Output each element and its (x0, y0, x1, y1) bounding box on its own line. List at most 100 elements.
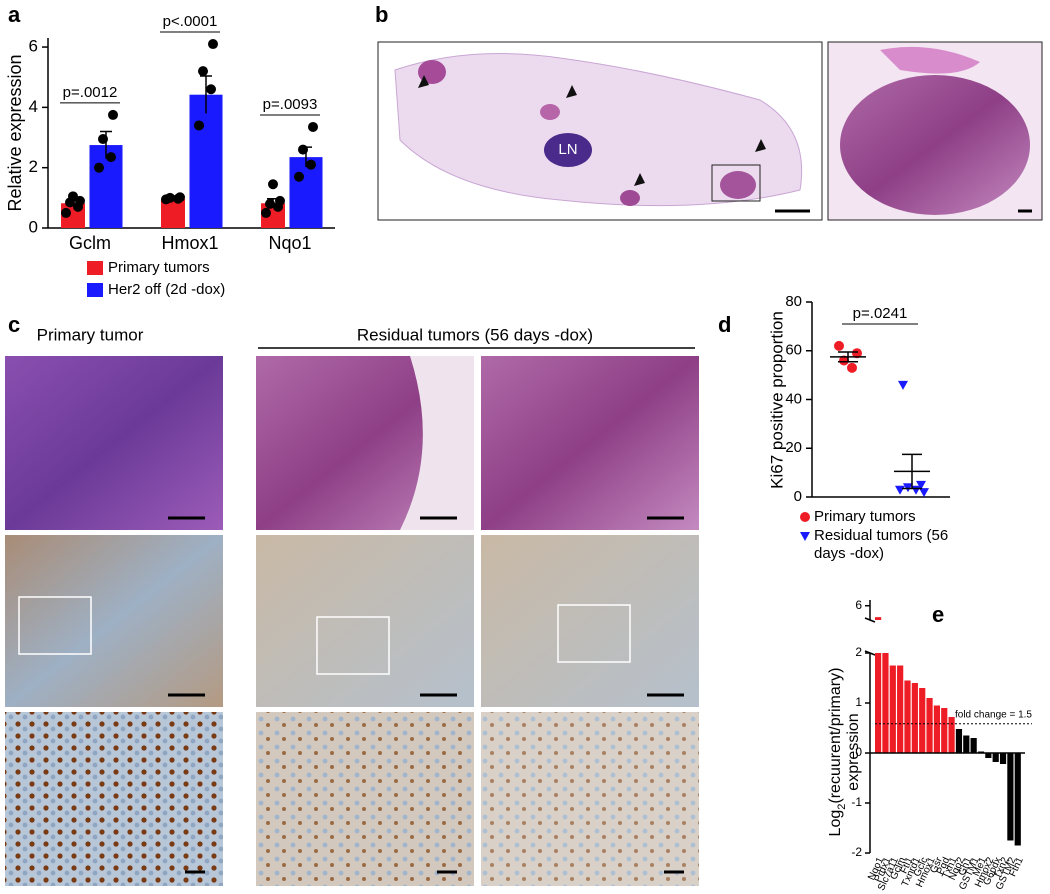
lymph-node-label: LN (558, 141, 577, 158)
data-point (68, 191, 78, 202)
data-point (306, 159, 316, 170)
bar (897, 665, 904, 753)
scale-bars (168, 516, 684, 874)
data-point (98, 134, 108, 145)
data-point (834, 340, 844, 351)
data-point (298, 144, 308, 155)
bar (1007, 753, 1014, 841)
tumor-nodule (540, 104, 560, 120)
bar (889, 665, 896, 753)
y-tick-label: -2 (851, 845, 862, 859)
data-point (106, 152, 116, 163)
data-point (194, 120, 204, 131)
histology-image (5, 356, 223, 530)
bar (289, 157, 323, 228)
panel-c: Primary tumor Residual tumors (56 days -… (5, 325, 699, 886)
y-axis-label: Relative expression (5, 54, 25, 211)
legend-swatch (87, 283, 103, 297)
bar (933, 705, 940, 753)
tumor-region (840, 75, 1030, 215)
panel-letter: a (8, 2, 21, 27)
data-point (268, 179, 278, 190)
data-point (800, 532, 810, 541)
p-value: p=.0012 (63, 84, 118, 101)
bar (999, 753, 1007, 764)
y-tick-label: 2 (29, 157, 38, 176)
inset-box (18, 596, 92, 655)
legend-swatch (87, 261, 103, 275)
data-point (165, 192, 175, 203)
tissue (394, 53, 803, 207)
tissue (880, 46, 980, 74)
y-tick-label: 20 (785, 439, 802, 456)
x-tick-label: Gclm (69, 233, 111, 253)
lymph-node (544, 133, 592, 167)
panel-letter: c (8, 312, 20, 337)
x-tick-label: Hmox1 (161, 233, 218, 253)
y-tick-label: 2 (855, 645, 862, 659)
bar (926, 698, 933, 753)
ihc-image (256, 535, 474, 707)
bar (948, 717, 955, 753)
data-point (895, 485, 905, 495)
inset-box (711, 164, 761, 202)
data-point (206, 84, 216, 95)
y-tick-label: 0 (29, 217, 38, 236)
data-point (275, 195, 285, 206)
y-tick-label: 0 (855, 745, 862, 759)
data-point (294, 171, 304, 182)
data-point (916, 480, 926, 490)
legend-label: Residual tumors (56 days -dox) (814, 527, 949, 562)
y-tick-label: 6 (29, 37, 38, 56)
data-point (919, 488, 929, 498)
legend-label: Primary tumors (108, 259, 210, 276)
inset-box (557, 604, 631, 663)
y-axis-label: expression (845, 713, 862, 790)
bar-upper (875, 617, 882, 620)
ihc-zoom (481, 712, 699, 886)
y-tick-label: -1 (851, 795, 862, 809)
p-value: p<.0001 (163, 13, 218, 30)
bar (1014, 753, 1021, 846)
data-point (265, 198, 275, 209)
bar (970, 738, 977, 753)
panel-letter: e (932, 602, 944, 627)
bar (963, 735, 970, 753)
data-point (898, 380, 908, 390)
bar (941, 708, 948, 753)
ihc-image (481, 535, 699, 707)
ihc-zoom (256, 712, 474, 886)
bar (189, 94, 223, 228)
bar (992, 753, 999, 762)
bar (955, 729, 963, 753)
data-point (175, 192, 185, 203)
x-tick-label: Nqo1 (268, 233, 311, 253)
bar (882, 653, 889, 753)
histology-image (481, 356, 699, 530)
y-tick-label: 1 (855, 695, 862, 709)
error-bar (902, 453, 922, 490)
y-axis-label-part: Log (827, 810, 844, 837)
y-tick-label: 0 (794, 488, 802, 505)
p-value: p=.0093 (263, 96, 318, 113)
ihc-image (5, 535, 223, 707)
data-point (800, 512, 810, 522)
data-point (94, 162, 104, 173)
data-point (261, 207, 271, 218)
column-header: Primary tumor (37, 325, 144, 344)
panel-b: LN (377, 41, 1043, 221)
error-bar (838, 351, 858, 363)
column-header: Residual tumors (56 days -dox) (357, 325, 593, 344)
panel-letters: a b c d e (8, 2, 944, 627)
panel-letter: d (718, 312, 731, 337)
y-axis-label-part: (recuurent/primary) (827, 668, 844, 804)
data-point (852, 348, 862, 359)
data-point (839, 355, 849, 366)
y-tick-label: 60 (785, 342, 802, 359)
bar (985, 753, 992, 758)
bar (89, 145, 123, 228)
tumor-nodule (720, 171, 756, 199)
y-tick-label: 80 (785, 293, 802, 310)
